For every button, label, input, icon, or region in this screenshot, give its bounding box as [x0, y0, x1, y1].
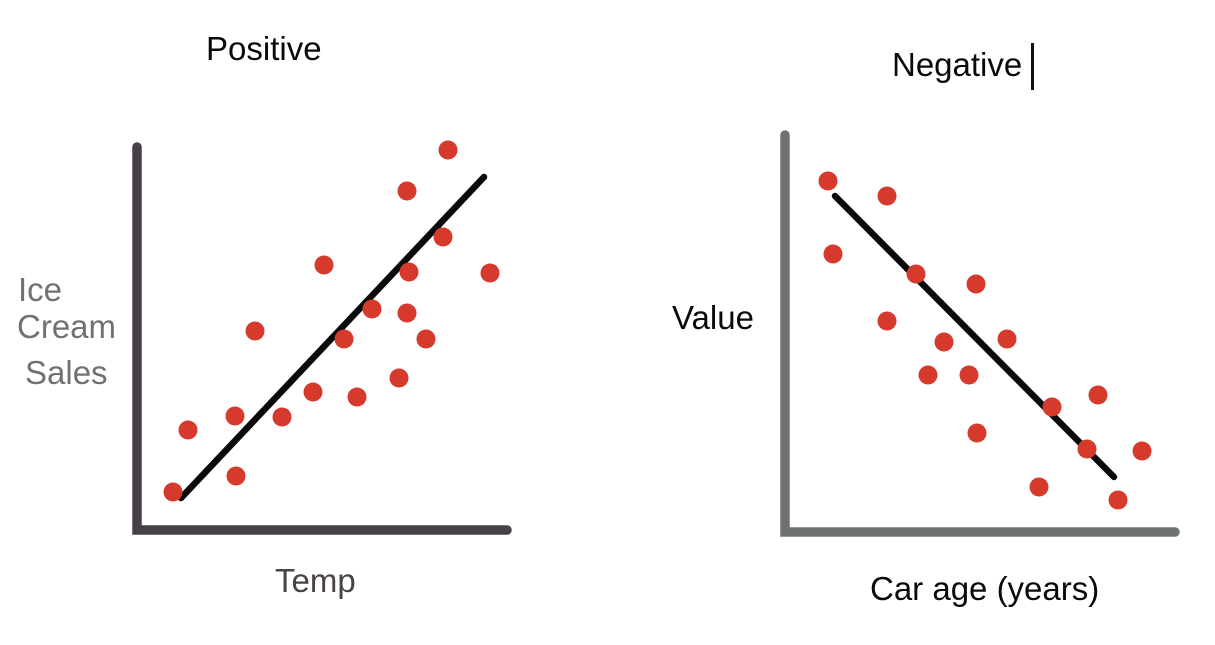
positive-data-point[interactable]	[389, 368, 409, 388]
positive-data-point[interactable]	[178, 420, 198, 440]
negative-data-point[interactable]	[877, 311, 897, 331]
left-chart-ylabel-line1[interactable]: Ice	[18, 271, 63, 308]
positive-data-point[interactable]	[245, 321, 265, 341]
negative-data-point[interactable]	[918, 365, 938, 385]
right-chart-ylabel[interactable]: Value	[672, 299, 754, 336]
left-chart-title[interactable]: Positive	[206, 30, 322, 67]
positive-chart-axes[interactable]	[132, 142, 512, 535]
negative-data-point[interactable]	[1132, 441, 1152, 461]
negative-data-point[interactable]	[967, 423, 987, 443]
right-chart-title[interactable]: Negative	[892, 46, 1023, 83]
negative-data-point[interactable]	[1042, 397, 1062, 417]
positive-data-point[interactable]	[397, 303, 417, 323]
negative-data-point[interactable]	[823, 244, 843, 264]
negative-data-point[interactable]	[818, 171, 838, 191]
positive-data-point[interactable]	[416, 329, 436, 349]
positive-data-point[interactable]	[272, 407, 292, 427]
left-chart-ylabel-line2[interactable]: Cream	[17, 308, 117, 345]
left-chart-xlabel[interactable]: Temp	[275, 562, 356, 599]
positive-data-point[interactable]	[397, 181, 417, 201]
positive-data-point[interactable]	[314, 255, 334, 275]
positive-data-point[interactable]	[225, 406, 245, 426]
negative-data-point[interactable]	[966, 274, 986, 294]
negative-data-point[interactable]	[1088, 385, 1108, 405]
positive-data-point[interactable]	[480, 263, 500, 283]
negative-data-point[interactable]	[959, 365, 979, 385]
positive-data-point[interactable]	[334, 329, 354, 349]
positive-data-point[interactable]	[438, 140, 458, 160]
negative-data-point[interactable]	[877, 186, 897, 206]
right-chart-xlabel[interactable]: Car age (years)	[870, 570, 1100, 607]
negative-data-point[interactable]	[1108, 490, 1128, 510]
text-cursor	[1031, 43, 1034, 90]
positive-data-point[interactable]	[163, 482, 183, 502]
negative-data-point[interactable]	[1077, 439, 1097, 459]
negative-data-point[interactable]	[997, 329, 1017, 349]
positive-trend-line[interactable]	[177, 173, 488, 502]
negative-trend-line[interactable]	[831, 192, 1118, 481]
positive-data-point[interactable]	[303, 382, 323, 402]
negative-data-point[interactable]	[934, 332, 954, 352]
negative-data-point[interactable]	[906, 264, 926, 284]
negative-data-point[interactable]	[1029, 477, 1049, 497]
positive-data-point[interactable]	[399, 262, 419, 282]
left-chart-ylabel-line3[interactable]: Sales	[25, 354, 108, 391]
positive-data-point[interactable]	[362, 299, 382, 319]
positive-data-point[interactable]	[226, 466, 246, 486]
positive-data-point[interactable]	[347, 387, 367, 407]
negative-chart-axes[interactable]	[780, 130, 1180, 537]
positive-data-point[interactable]	[433, 227, 453, 247]
